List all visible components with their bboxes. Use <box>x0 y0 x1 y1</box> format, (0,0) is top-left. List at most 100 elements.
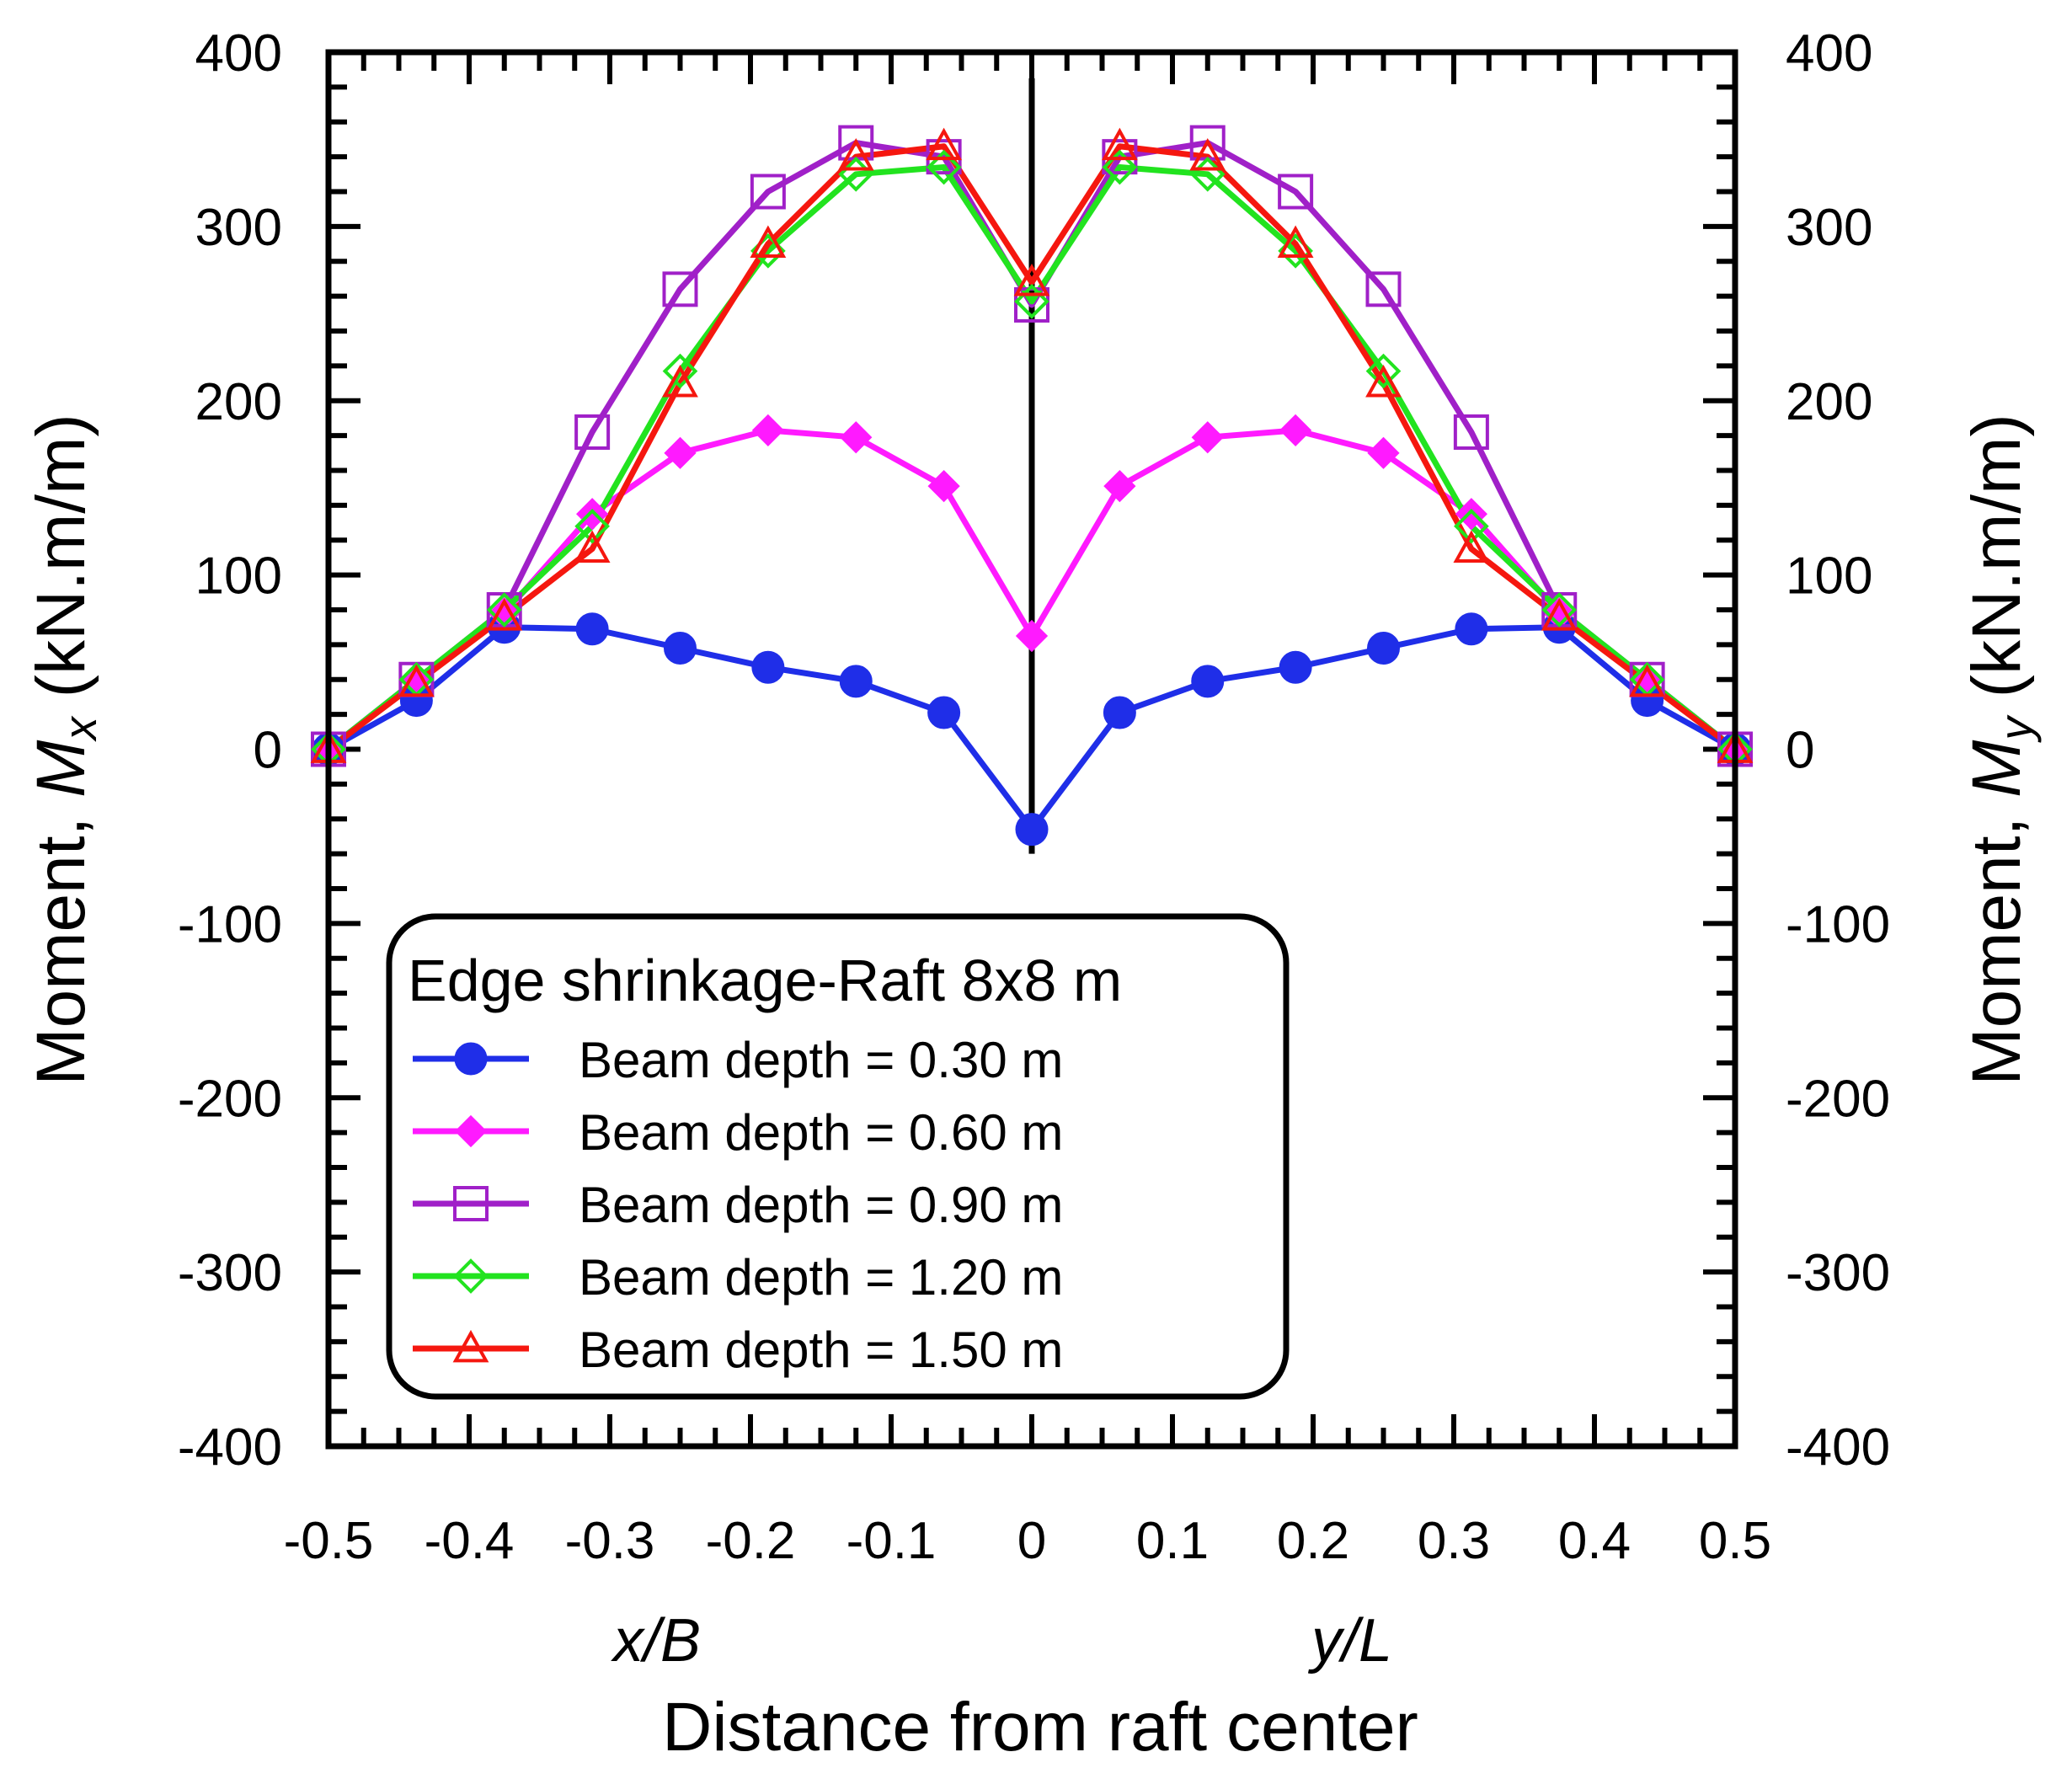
x-tick-label: -0.1 <box>846 1512 937 1570</box>
series-line <box>328 164 1735 752</box>
x-tick-label: 0 <box>1017 1512 1046 1570</box>
y-left-tick-label: 400 <box>195 24 282 83</box>
data-point-diamond-open <box>574 508 610 544</box>
legend-box <box>386 913 1290 1400</box>
y-right-tick-label: 300 <box>1786 199 1872 257</box>
series-line <box>328 140 1735 752</box>
x-tick-label: -0.4 <box>425 1512 515 1570</box>
legend-title: Edge shrinkage-Raft 8x8 m <box>408 948 1122 1013</box>
y-left-tick-label: 0 <box>254 722 282 780</box>
y-left-tick-label: 300 <box>195 199 282 257</box>
y-left-tick-label: 100 <box>195 547 282 606</box>
y-left-tick-label: 200 <box>195 373 282 431</box>
data-point-square <box>574 414 611 450</box>
data-point-triangle <box>486 598 523 631</box>
data-point-square <box>1278 174 1314 210</box>
data-point-circle <box>1191 665 1225 698</box>
data-point-triangle <box>837 138 874 171</box>
series-line <box>328 143 1735 752</box>
x-tick-label: 0.4 <box>1558 1512 1631 1570</box>
data-point-diamond-open <box>453 1258 489 1294</box>
data-point-triangle <box>750 225 787 258</box>
x-tick-label: -0.5 <box>284 1512 374 1570</box>
data-point-diamond <box>664 436 697 469</box>
x-tick-label: 0.1 <box>1136 1512 1209 1570</box>
legend: Edge shrinkage-Raft 8x8 m Beam depth = 0… <box>386 913 1290 1400</box>
data-point-circle <box>575 612 609 646</box>
y-right-tick-label: 100 <box>1786 547 1872 606</box>
data-point-triangle <box>1013 263 1050 296</box>
data-point-triangle <box>1541 598 1578 631</box>
data-point-square <box>1365 271 1402 307</box>
data-point-diamond <box>840 421 873 454</box>
y-right-tick-labels: -400 -300 -200 -100 0 100 200 300 400 <box>1786 24 1890 1477</box>
data-point-triangle <box>452 1329 489 1363</box>
y-right-tick-label: 200 <box>1786 373 1872 431</box>
legend-label: Beam depth = 0.90 m <box>579 1177 1063 1233</box>
data-point-diamond <box>751 414 784 447</box>
data-point-diamond-open <box>1454 508 1489 544</box>
x-right-axis-label: y/L <box>1307 1607 1392 1675</box>
data-point-triangle <box>926 127 963 161</box>
data-point-triangle <box>1189 138 1226 171</box>
y-right-subscript: y <box>1989 714 2042 744</box>
data-point-circle <box>1455 612 1488 646</box>
data-point-square <box>750 174 786 210</box>
legend-entries: Beam depth = 0.30 m Beam depth = 0.60 m Be… <box>413 1032 1063 1378</box>
data-point-diamond-open <box>926 149 962 185</box>
data-point-circle <box>664 632 697 665</box>
y-left-tick-label: -100 <box>178 895 282 953</box>
y-right-axis-title: Moment, My (kN.m/m) <box>1958 414 2042 1085</box>
data-point-circle <box>751 650 785 684</box>
data-point-circle <box>1279 650 1312 684</box>
legend-label: Beam depth = 0.60 m <box>579 1104 1063 1161</box>
data-point-triangle <box>574 530 611 563</box>
data-point-diamond <box>1103 469 1136 503</box>
data-point-diamond-open <box>1102 149 1138 185</box>
y-left-prefix: Moment, <box>23 798 99 1086</box>
data-point-circle <box>1015 813 1049 847</box>
data-point-diamond <box>1015 619 1049 653</box>
data-point-circle <box>839 665 873 698</box>
data-point-circle <box>454 1042 488 1076</box>
data-point-diamond <box>927 469 960 503</box>
data-point-triangle <box>1101 127 1138 161</box>
legend-label: Beam depth = 1.20 m <box>579 1249 1063 1306</box>
plot-frame <box>325 49 1738 1450</box>
data-point-diamond <box>1455 498 1487 531</box>
y-left-subscript: x <box>54 715 106 743</box>
x-left-axis-label: x/B <box>611 1607 701 1675</box>
data-point-triangle <box>1453 530 1490 563</box>
data-point-triangle <box>1365 364 1402 398</box>
legend-label: Beam depth = 0.30 m <box>579 1032 1063 1088</box>
data-point-diamond <box>454 1114 488 1148</box>
data-point-diamond-open <box>486 592 522 628</box>
y-left-tick-label: -200 <box>178 1070 282 1128</box>
data-point-diamond-open <box>1365 353 1402 389</box>
data-point-triangle <box>1629 664 1666 697</box>
data-point-square <box>1453 414 1489 450</box>
data-point-triangle <box>398 664 435 697</box>
x-tick-labels: -0.5 -0.4 -0.3 -0.2 -0.1 0 0.1 0.2 0.3 0.4 0.5 <box>284 1512 1772 1570</box>
data-point-triangle <box>662 364 698 398</box>
data-point-diamond <box>1279 414 1312 447</box>
markers-layer <box>310 125 1754 847</box>
y-right-symbol: M <box>1958 740 2035 798</box>
y-right-unit: (kN.m/m) <box>1958 414 2035 717</box>
y-right-tick-label: -100 <box>1786 895 1890 953</box>
data-point-diamond <box>1367 436 1400 469</box>
legend-label: Beam depth = 1.50 m <box>579 1322 1063 1378</box>
data-point-diamond-open <box>1014 284 1049 319</box>
data-point-circle <box>1103 696 1136 729</box>
y-right-tick-label: 0 <box>1786 722 1814 780</box>
y-left-tick-labels: -400 -300 -200 -100 0 100 200 300 400 <box>178 24 282 1477</box>
data-point-circle <box>927 696 961 729</box>
data-point-diamond <box>576 498 609 531</box>
data-point-square <box>453 1186 489 1221</box>
y-right-tick-label: -200 <box>1786 1070 1890 1128</box>
y-right-tick-label: 400 <box>1786 24 1872 83</box>
x-axis-title: Distance from raft center <box>662 1689 1418 1765</box>
y-right-tick-label: -400 <box>1786 1418 1890 1477</box>
